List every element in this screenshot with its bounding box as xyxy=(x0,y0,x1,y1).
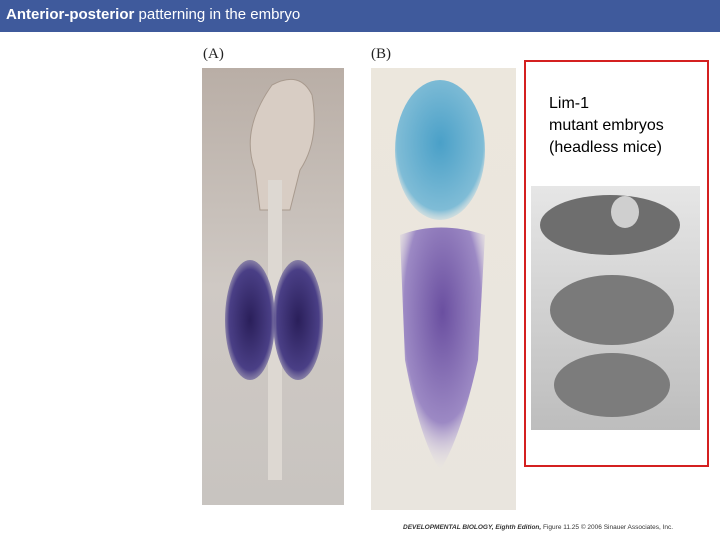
title-bold: Anterior-posterior xyxy=(6,6,135,23)
annotation: Lim-1 mutant embryos (headless mice) xyxy=(549,93,664,159)
credit-source: DEVELOPMENTAL BIOLOGY, Eighth Edition, xyxy=(403,524,542,531)
annotation-line: (headless mice) xyxy=(549,139,662,156)
annotation-line: Lim-1 xyxy=(549,95,590,112)
panel-label: (A) xyxy=(203,46,224,62)
credit: DEVELOPMENTAL BIOLOGY, Eighth Edition, F… xyxy=(403,524,673,531)
slide-title: Anterior-posterior patterning in the emb… xyxy=(6,6,300,23)
panel-label: (B) xyxy=(371,46,391,62)
highlight-box xyxy=(524,60,709,467)
annotation-line: mutant embryos xyxy=(549,117,664,134)
title-rest: patterning in the embryo xyxy=(134,6,301,23)
title-bar xyxy=(0,0,720,32)
credit-rest: Figure 11.25 © 2006 Sinauer Associates, … xyxy=(541,524,674,531)
